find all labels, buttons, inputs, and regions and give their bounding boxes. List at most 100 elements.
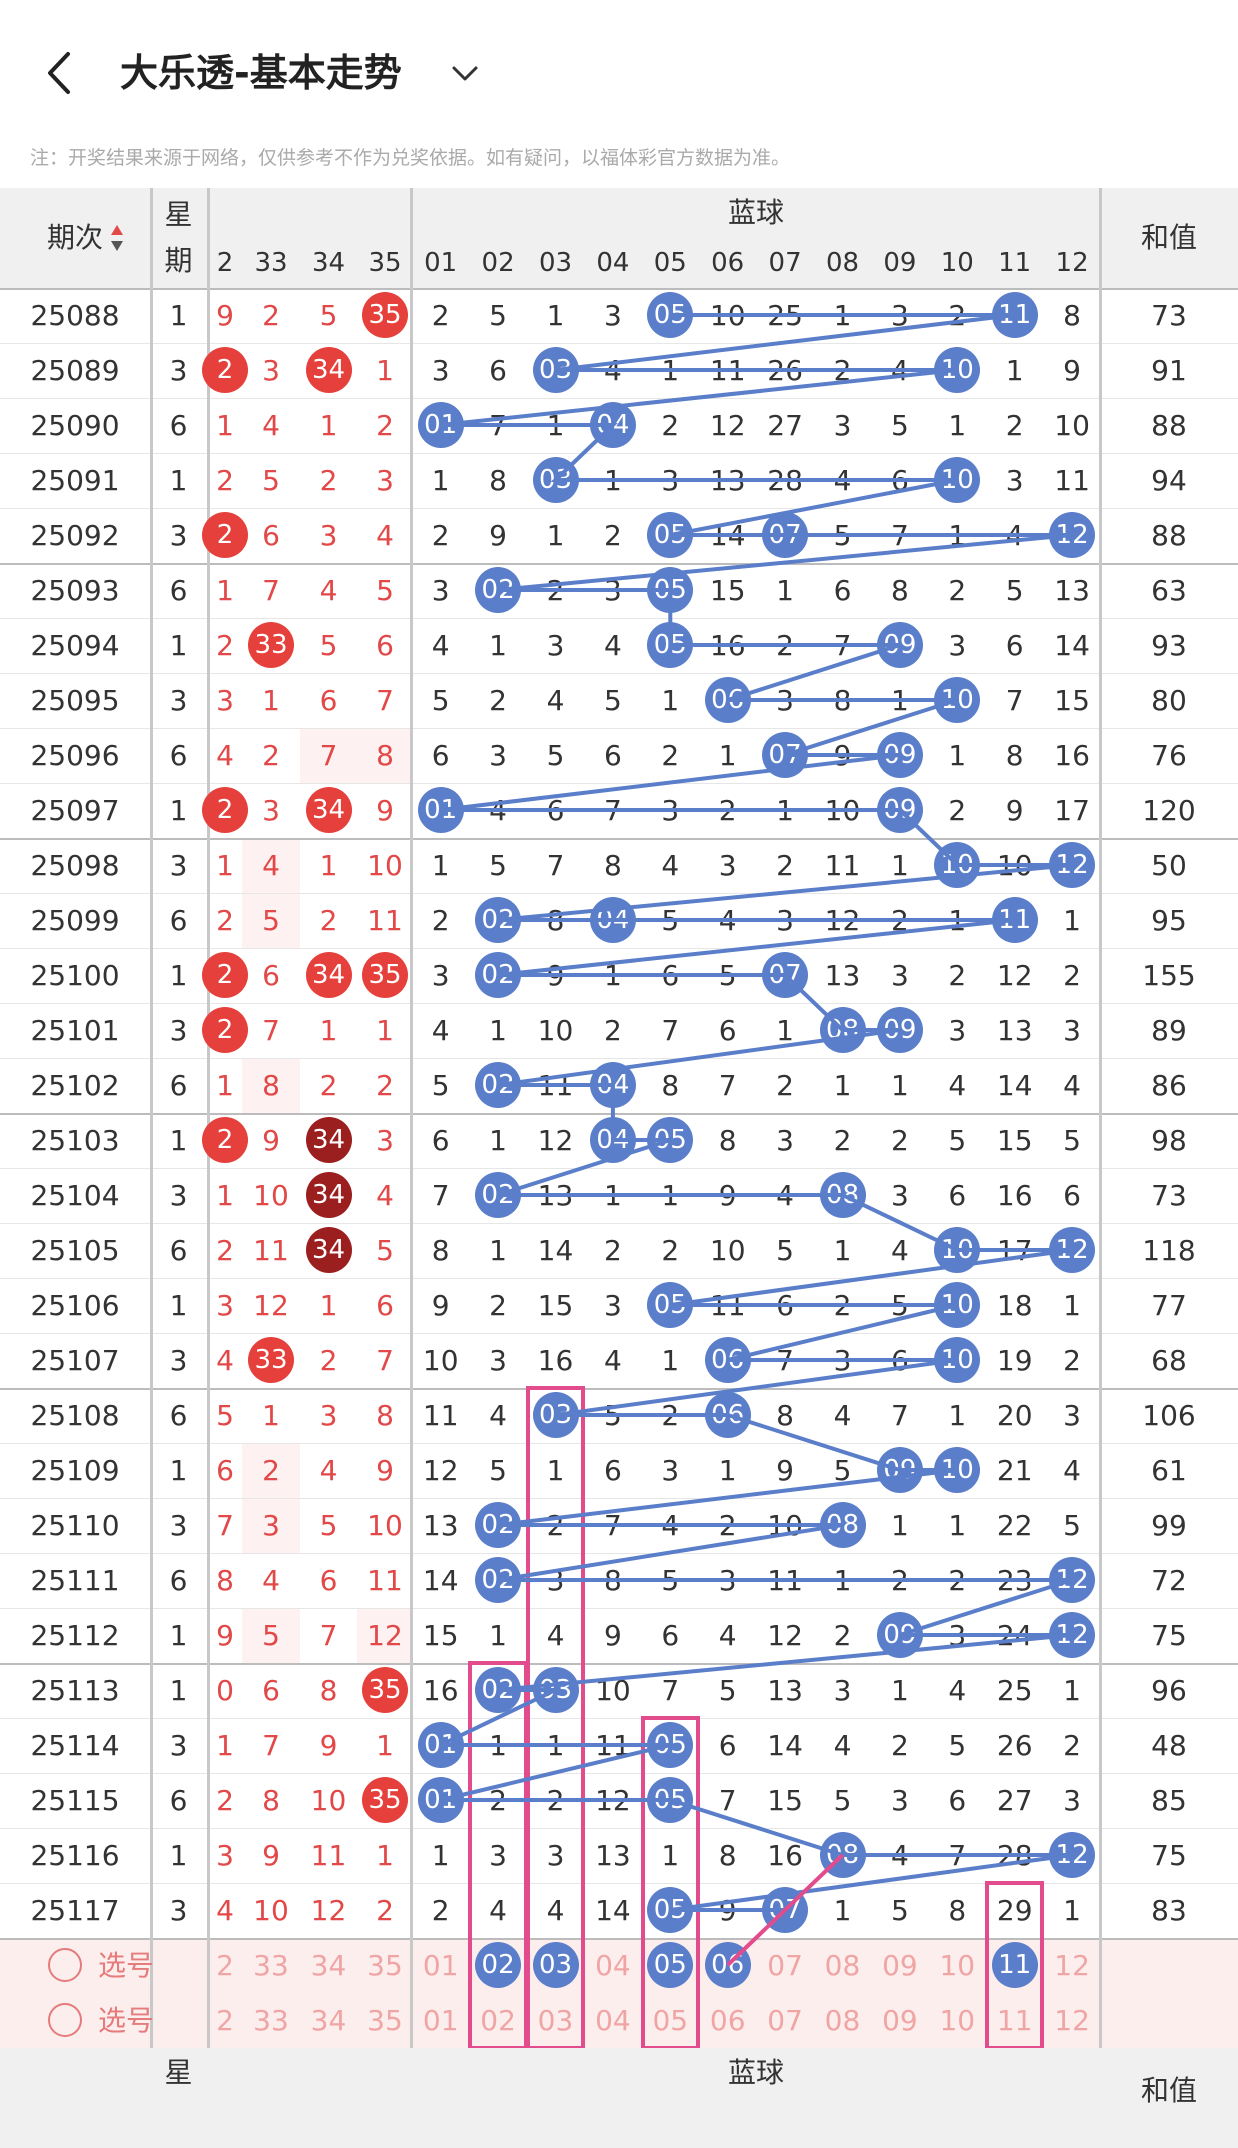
front-ball: 33 (248, 1337, 294, 1383)
front-cell: 2 (216, 629, 234, 662)
sum-cell: 68 (1151, 1344, 1187, 1377)
blue-cell: 1 (661, 1179, 680, 1212)
select-blue-number[interactable]: 12 (1054, 1949, 1090, 1982)
front-cell: 8 (376, 739, 394, 772)
sum-cell: 61 (1151, 1454, 1187, 1487)
select-blue-number[interactable]: 04 (595, 2004, 631, 2037)
front-cell: 12 (253, 1289, 289, 1322)
period-header[interactable]: 期次 (46, 221, 103, 254)
front-cell: 4 (319, 1454, 338, 1487)
blue-ball: 05 (647, 1722, 694, 1768)
blue-cell: 2 (1005, 409, 1024, 442)
blue-cell: 2 (890, 1729, 909, 1762)
blue-cell: 1 (489, 629, 507, 662)
select-row[interactable]: 选号 2 33 34 35 01 02 03 04 05 06 07 08 09 10 11 12 (0, 1938, 1238, 1993)
select-radio[interactable] (48, 1948, 82, 1982)
select-radio[interactable] (48, 2003, 82, 2037)
blue-ball: 05 (647, 1777, 694, 1823)
blue-cell: 2 (431, 904, 450, 937)
sum-cell: 75 (1151, 1839, 1187, 1872)
front-cell: 5 (376, 574, 394, 607)
blue-cell: 10 (824, 794, 861, 827)
week-cell: 1 (169, 1454, 188, 1487)
select-blue-number[interactable]: 08 (824, 2004, 861, 2037)
select-blue-number[interactable]: 09 (882, 1949, 918, 1982)
blue-cell: 3 (1063, 1014, 1081, 1047)
blue-ball: 04 (589, 1062, 636, 1108)
select-front-number[interactable]: 2 (216, 2004, 234, 2037)
week-cell: 3 (169, 1894, 188, 1927)
blue-col-header: 08 (825, 248, 860, 278)
table-row: 25101 3 2 7 1 1 4 1 10 2 7 6 1 08 09 3 13 3 89 (0, 1003, 1238, 1058)
sort-arrows-icon[interactable] (110, 224, 124, 252)
select-blue-ball[interactable]: 03 (532, 1942, 579, 1988)
blue-cell: 2 (489, 684, 507, 717)
select-blue-number[interactable]: 01 (422, 1949, 459, 1982)
select-blue-number[interactable]: 12 (1054, 2004, 1090, 2037)
front-cell: 1 (262, 684, 280, 717)
select-blue-number[interactable]: 07 (767, 2004, 803, 2037)
app-header: 大乐透-基本走势 (0, 0, 1238, 140)
select-blue-number[interactable]: 10 (939, 2004, 976, 2037)
select-blue-number[interactable]: 08 (824, 1949, 861, 1982)
select-front-number[interactable]: 34 (310, 1949, 347, 1982)
front-cell: 6 (262, 959, 280, 992)
blue-cell: 11 (422, 1399, 459, 1432)
front-ball: 2 (202, 787, 248, 833)
select-blue-number[interactable]: 06 (709, 2004, 746, 2037)
select-row[interactable]: 选号 2 33 34 35 01 02 03 04 05 06 07 08 09 10 11 12 (0, 1993, 1238, 2048)
blue-ball: 06 (704, 677, 751, 723)
front-cell: 2 (376, 1069, 394, 1102)
blue-ball: 05 (647, 292, 694, 338)
blue-cell: 3 (603, 574, 622, 607)
chevron-down-icon[interactable] (448, 58, 482, 88)
page-title[interactable]: 大乐透-基本走势 (120, 51, 402, 95)
select-blue-number[interactable]: 07 (767, 1949, 803, 1982)
blue-cell: 20 (996, 1399, 1033, 1432)
select-label[interactable]: 选号 (98, 1949, 155, 1982)
front-cell: 7 (319, 1619, 338, 1652)
select-blue-number[interactable]: 04 (595, 1949, 631, 1982)
select-blue-ball[interactable]: 02 (475, 1942, 522, 1988)
period-cell: 25114 (30, 1729, 120, 1762)
blue-cell: 9 (833, 739, 852, 772)
select-front-number[interactable]: 35 (367, 1949, 403, 1982)
select-blue-number[interactable]: 10 (939, 1949, 976, 1982)
select-front-number[interactable]: 35 (367, 2004, 403, 2037)
blue-cell: 3 (718, 1564, 737, 1597)
blue-ball: 09 (876, 1447, 923, 1493)
select-blue-number[interactable]: 05 (652, 2004, 689, 2037)
select-blue-number[interactable]: 03 (537, 2004, 574, 2037)
blue-cell: 19 (996, 1344, 1033, 1377)
blue-cell: 2 (1063, 1729, 1081, 1762)
select-label[interactable]: 选号 (98, 2004, 155, 2037)
front-cell: 6 (319, 1564, 338, 1597)
select-blue-number[interactable]: 11 (996, 2004, 1033, 2037)
front-cell: 1 (319, 1014, 338, 1047)
select-blue-number[interactable]: 01 (422, 2004, 459, 2037)
select-blue-ball[interactable]: 11 (991, 1942, 1038, 1988)
blue-cell: 5 (833, 519, 852, 552)
week-cell: 1 (169, 629, 188, 662)
blue-cell: 4 (603, 1344, 622, 1377)
blue-cell: 1 (546, 519, 565, 552)
front-ball: 34 (305, 787, 352, 833)
select-blue-ball[interactable]: 06 (704, 1942, 751, 1988)
blue-cell: 2 (890, 904, 909, 937)
front-ball: 34 (305, 1172, 352, 1218)
blue-cell: 8 (546, 904, 565, 937)
chevron-left-icon[interactable] (40, 48, 80, 98)
select-front-number[interactable]: 2 (216, 1949, 234, 1982)
blue-cell: 1 (603, 464, 622, 497)
select-blue-number[interactable]: 02 (480, 2004, 516, 2037)
select-blue-number[interactable]: 09 (882, 2004, 918, 2037)
select-blue-ball[interactable]: 05 (647, 1942, 694, 1988)
week-cell: 3 (169, 1344, 188, 1377)
blue-ball: 09 (876, 1612, 923, 1658)
select-front-number[interactable]: 33 (253, 2004, 289, 2037)
select-front-number[interactable]: 33 (253, 1949, 289, 1982)
blue-cell: 2 (718, 794, 737, 827)
select-front-number[interactable]: 34 (310, 2004, 347, 2037)
week-cell: 1 (169, 464, 188, 497)
blue-cell: 2 (431, 299, 450, 332)
